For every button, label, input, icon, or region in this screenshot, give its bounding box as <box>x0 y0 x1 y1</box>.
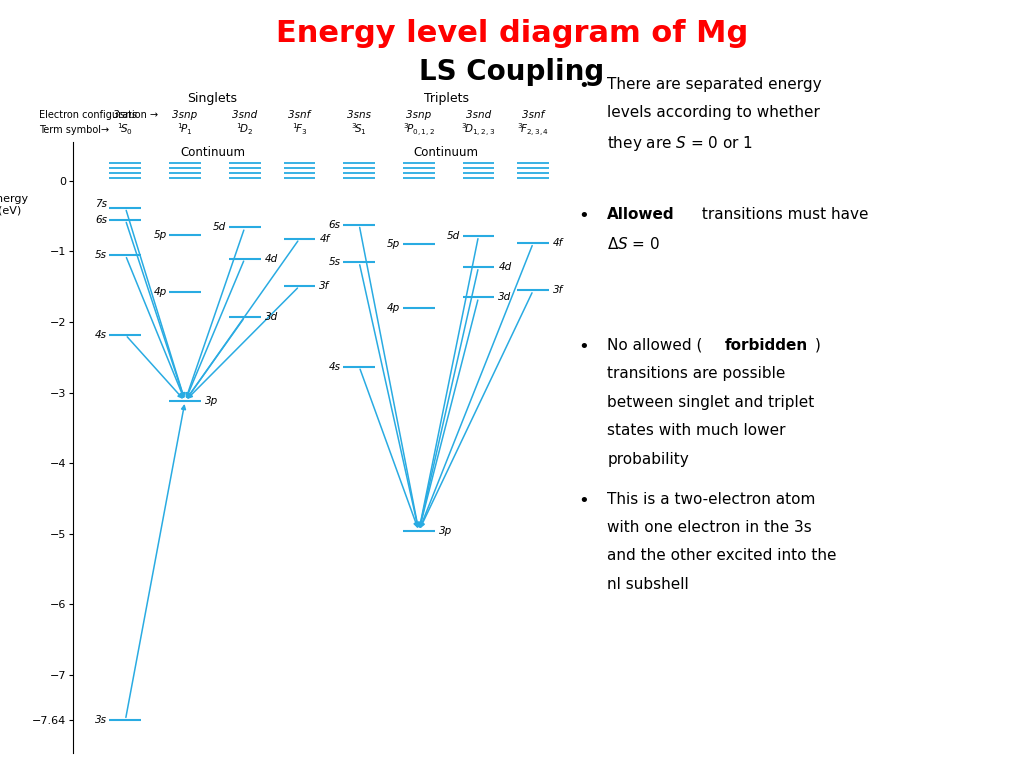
Text: 3p: 3p <box>438 526 452 536</box>
Text: No allowed (: No allowed ( <box>607 338 702 353</box>
Text: $\Delta S$ = 0: $\Delta S$ = 0 <box>607 236 660 252</box>
Text: 4p: 4p <box>154 286 167 296</box>
Text: 3​sns: 3​sns <box>347 110 371 120</box>
Text: nl subshell: nl subshell <box>607 577 689 592</box>
Text: $^3\!F_{2,3,4}$: $^3\!F_{2,3,4}$ <box>517 121 549 137</box>
Text: states with much lower: states with much lower <box>607 423 785 439</box>
Text: •: • <box>579 338 589 356</box>
Text: Allowed: Allowed <box>607 207 675 223</box>
Text: probability: probability <box>607 452 689 467</box>
Text: 3​sns: 3​sns <box>114 110 137 120</box>
Text: •: • <box>579 77 589 94</box>
Text: with one electron in the 3s: with one electron in the 3s <box>607 520 812 535</box>
Text: $^1\!S_0$: $^1\!S_0$ <box>118 121 133 137</box>
Text: 3f: 3f <box>553 285 563 296</box>
Text: 3d: 3d <box>499 293 512 303</box>
Text: Triplets: Triplets <box>424 92 469 105</box>
Text: 5s: 5s <box>329 257 341 267</box>
Text: 3​snf: 3​snf <box>289 110 310 120</box>
Text: This is a two-electron atom: This is a two-electron atom <box>607 492 815 507</box>
Text: they are $S$ = 0 or 1: they are $S$ = 0 or 1 <box>607 134 754 153</box>
Text: Electron configuration →: Electron configuration → <box>39 110 158 120</box>
Text: $^1\!D_2$: $^1\!D_2$ <box>237 121 253 137</box>
Text: 3s: 3s <box>95 715 106 725</box>
Text: levels according to whether: levels according to whether <box>607 105 820 121</box>
Text: 5p: 5p <box>154 230 167 240</box>
Text: Continuum: Continuum <box>414 146 478 159</box>
Text: $^3\!S_1$: $^3\!S_1$ <box>351 121 367 137</box>
Text: There are separated energy: There are separated energy <box>607 77 822 92</box>
Text: 3​snp: 3​snp <box>172 110 198 120</box>
Text: transitions are possible: transitions are possible <box>607 366 785 382</box>
Text: Singlets: Singlets <box>187 92 238 105</box>
Text: 4p: 4p <box>387 303 400 313</box>
Text: 5p: 5p <box>387 240 400 250</box>
Text: between singlet and triplet: between singlet and triplet <box>607 395 814 410</box>
Text: and the other excited into the: and the other excited into the <box>607 548 837 564</box>
Text: 3f: 3f <box>319 281 330 291</box>
Text: 4s: 4s <box>329 362 341 372</box>
Text: 4d: 4d <box>499 262 512 272</box>
Text: transitions must have: transitions must have <box>697 207 868 223</box>
Text: $^3\!D_{1,2,3}$: $^3\!D_{1,2,3}$ <box>462 121 496 137</box>
Text: 5d: 5d <box>446 231 460 241</box>
Text: Continuum: Continuum <box>180 146 245 159</box>
Text: 3​snd: 3​snd <box>232 110 257 120</box>
Text: 7s: 7s <box>95 199 106 209</box>
Text: LS Coupling: LS Coupling <box>420 58 604 85</box>
Text: 3​snp: 3​snp <box>407 110 431 120</box>
Text: $^3\!P_{0,1,2}$: $^3\!P_{0,1,2}$ <box>402 121 435 137</box>
Text: Term symbol→: Term symbol→ <box>39 125 109 135</box>
Text: •: • <box>579 492 589 509</box>
Text: 4f: 4f <box>553 238 563 248</box>
Text: 3​snf: 3​snf <box>522 110 545 120</box>
Text: 6s: 6s <box>329 220 341 230</box>
Text: Energy
(eV): Energy (eV) <box>0 194 30 215</box>
Text: Energy level diagram of Mg: Energy level diagram of Mg <box>275 19 749 48</box>
Text: $^1\!P_1$: $^1\!P_1$ <box>177 121 193 137</box>
Text: 4s: 4s <box>95 329 106 339</box>
Text: •: • <box>579 207 589 225</box>
Text: 5s: 5s <box>95 250 106 260</box>
Text: 3d: 3d <box>264 312 278 322</box>
Text: $^1\!F_3$: $^1\!F_3$ <box>292 121 307 137</box>
Text: 5d: 5d <box>213 223 226 233</box>
Text: 6s: 6s <box>95 215 106 225</box>
Text: forbidden: forbidden <box>725 338 808 353</box>
Text: 3​snd: 3​snd <box>466 110 492 120</box>
Text: ): ) <box>815 338 821 353</box>
Text: 4f: 4f <box>319 233 330 243</box>
Text: 3p: 3p <box>205 396 218 406</box>
Text: 4d: 4d <box>264 253 278 263</box>
